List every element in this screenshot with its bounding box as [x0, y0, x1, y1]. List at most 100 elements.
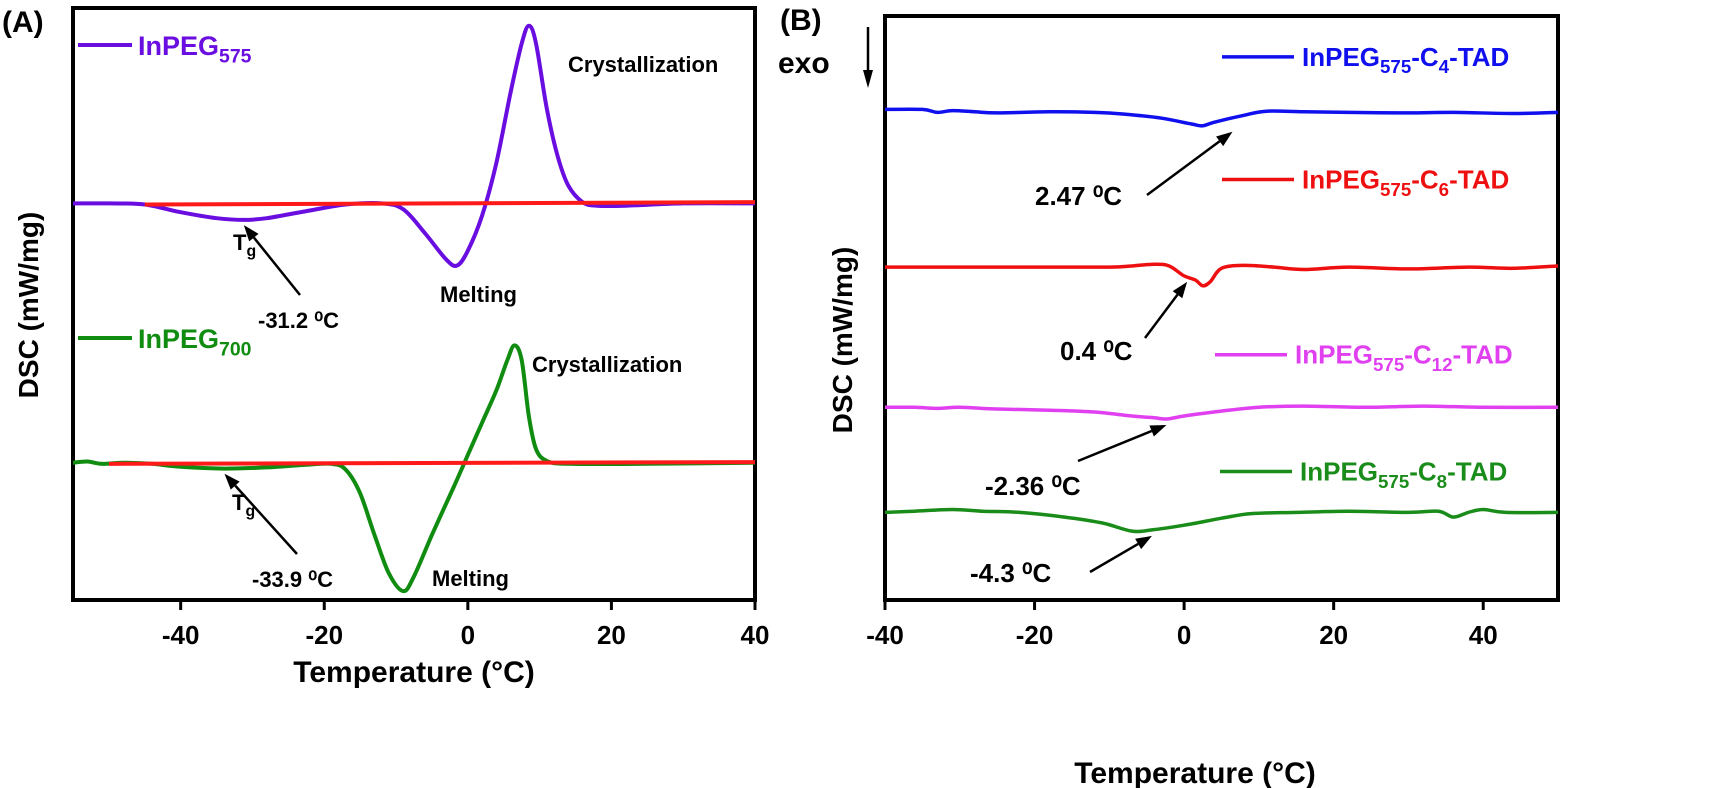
- tg-label: Tg: [233, 230, 256, 260]
- legend-label-sub: 12: [1432, 354, 1453, 375]
- transition-temp-label: -4.3 ⁰C: [970, 558, 1051, 588]
- transition-arrow-head: [1216, 131, 1233, 147]
- panel-a-annotations: Crystallization Melting Tg -31.2 ⁰C Crystall…: [224, 52, 718, 592]
- transition-arrow-shaft: [1144, 293, 1179, 339]
- panel-b-x-axis-label: Temperature (°C): [1074, 757, 1315, 788]
- series-line: [884, 404, 1559, 421]
- transition-arrow: [1077, 424, 1167, 463]
- tg-label-main: T: [233, 230, 247, 255]
- panel-b: (B) exo -40 -20 0 20 40 InPEG575-C4-TADInPEG…: [778, 4, 1560, 788]
- tg-arrow-shaft: [252, 236, 301, 296]
- melting-label: Melting: [440, 282, 517, 307]
- legend-label-main: -C: [1411, 165, 1439, 195]
- legend-label-main: InPEG: [1302, 165, 1380, 195]
- legend-label-main: -TAD: [1449, 42, 1509, 72]
- panel-b-y-axis-label: DSC (mW/mg): [827, 247, 858, 434]
- panel-a-x-ticks: -40 -20 0 20 40: [162, 600, 770, 650]
- transition-temp-label: -2.36 ⁰C: [985, 471, 1081, 501]
- tg-label-sub: g: [246, 243, 256, 260]
- panel-a-label: (A): [2, 6, 44, 39]
- crystallization-label: Crystallization: [568, 52, 718, 77]
- tg-label-main: T: [232, 490, 246, 515]
- legend-label-main: InPEG: [1300, 457, 1378, 487]
- panel-b-x-ticks: -40 -20 0 20 40: [866, 600, 1498, 650]
- legend-label-sub: 4: [1439, 56, 1450, 77]
- crystallization-label: Crystallization: [532, 352, 682, 377]
- legend-label-main: -C: [1411, 42, 1439, 72]
- tg-arrow: [224, 473, 298, 555]
- series-InPEG575-C6-TAD: InPEG575-C6-TAD: [885, 165, 1559, 288]
- legend-label-sub: 575: [1380, 56, 1411, 77]
- tg-arrow: [243, 225, 301, 296]
- transition-arrow-shaft: [1146, 140, 1221, 197]
- series-line: [72, 23, 756, 268]
- panel-b-label: (B): [780, 4, 822, 37]
- baseline-reference-line: [108, 460, 756, 466]
- series-line: [884, 107, 1559, 128]
- legend-label-main: InPEG: [138, 31, 219, 61]
- legend-label-sub: 575: [1380, 179, 1411, 200]
- series-InPEG575-C8-TAD: InPEG575-C8-TAD: [884, 457, 1559, 534]
- tg-label-sub: g: [245, 503, 255, 520]
- legend-label-sub: 575: [1378, 471, 1409, 492]
- transition-arrow-shaft: [1077, 429, 1153, 463]
- legend-label: InPEG575: [138, 31, 252, 68]
- x-tick-label: 0: [1177, 620, 1191, 650]
- legend-label-sub: 700: [219, 339, 252, 361]
- x-tick-label: 0: [461, 620, 475, 650]
- legend-label: InPEG700: [138, 324, 252, 361]
- series-InPEG575-C12-TAD: InPEG575-C12-TAD: [884, 340, 1559, 421]
- baseline-reference-line: [144, 200, 756, 207]
- series-line: [72, 343, 756, 594]
- legend-label: InPEG575-C8-TAD: [1300, 457, 1507, 492]
- series-InPEG575-C4-TAD: InPEG575-C4-TAD: [884, 42, 1559, 128]
- exo-label: exo: [778, 47, 830, 80]
- legend-label: InPEG575-C4-TAD: [1302, 42, 1509, 77]
- melting-label: Melting: [432, 566, 509, 591]
- legend-label-main: InPEG: [138, 324, 219, 354]
- x-tick-label: -20: [1016, 620, 1054, 650]
- legend-label-sub: 575: [219, 46, 252, 68]
- x-tick-label: 20: [597, 620, 626, 650]
- tg-value-label: -33.9 ⁰C: [252, 567, 333, 592]
- panel-a-x-axis-label: Temperature (°C): [293, 656, 534, 689]
- panel-a-y-axis-label: DSC (mW/mg): [13, 212, 44, 399]
- series-InPEG575: InPEG575: [72, 23, 756, 268]
- panel-b-frame: [883, 14, 1560, 602]
- legend-label-main: InPEG: [1302, 42, 1380, 72]
- legend-label-sub: 6: [1439, 179, 1449, 200]
- x-tick-label: -40: [162, 620, 200, 650]
- panel-b-series: InPEG575-C4-TADInPEG575-C6-TADInPEG575-C…: [884, 42, 1559, 534]
- transition-arrow: [1146, 131, 1233, 197]
- x-tick-label: 40: [1469, 620, 1498, 650]
- tg-label: Tg: [232, 490, 255, 520]
- tg-arrow-head: [224, 473, 240, 490]
- tg-arrow-shaft: [234, 484, 298, 555]
- legend-label-main: -TAD: [1447, 457, 1507, 487]
- transition-arrow-head: [1135, 535, 1152, 550]
- panel-a-frame: [71, 6, 757, 602]
- transition-arrow-shaft: [1089, 542, 1139, 574]
- series-InPEG700: InPEG700: [72, 324, 756, 594]
- exo-down-arrow-icon: [863, 27, 873, 88]
- transition-arrow-head: [1149, 424, 1167, 437]
- legend-label-main: InPEG: [1295, 340, 1373, 370]
- x-tick-label: 40: [741, 620, 770, 650]
- legend-label-main: -C: [1404, 340, 1432, 370]
- legend-label-main: -C: [1409, 457, 1437, 487]
- legend-label: InPEG575-C6-TAD: [1302, 165, 1509, 200]
- series-line: [885, 262, 1559, 288]
- x-tick-label: -20: [305, 620, 343, 650]
- legend-label-sub: 575: [1373, 354, 1404, 375]
- tg-value-label: -31.2 ⁰C: [258, 308, 339, 333]
- transition-temp-label: 2.47 ⁰C: [1035, 181, 1122, 211]
- x-tick-label: -40: [866, 620, 904, 650]
- legend-label-main: -TAD: [1449, 165, 1509, 195]
- transition-arrow-head: [1172, 281, 1188, 299]
- transition-arrow: [1144, 281, 1188, 339]
- x-tick-label: 20: [1319, 620, 1348, 650]
- legend-label-main: -TAD: [1452, 340, 1512, 370]
- series-line: [884, 507, 1559, 534]
